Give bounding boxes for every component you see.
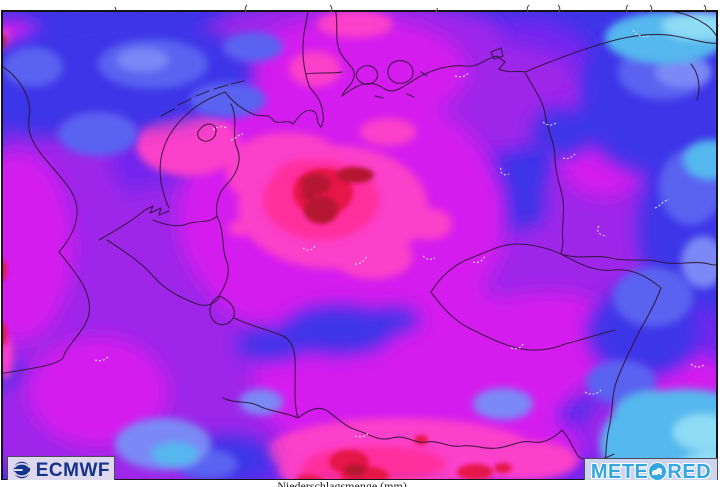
country-borders <box>3 12 716 475</box>
meteored-logo-text: METE RED <box>591 462 711 482</box>
map-frame <box>1 10 718 481</box>
meteored-cloud-o-icon <box>649 462 667 480</box>
bottom-caption-strip: Niederschlagsmenge (mm) <box>0 480 720 487</box>
cyan-patch-layer <box>151 12 716 479</box>
ecmwf-logo-text: ECMWF <box>35 459 110 481</box>
meteored-text-suffix: RED <box>667 460 712 483</box>
meteored-text-prefix: METE <box>590 460 649 483</box>
white-contour-fragments <box>94 29 706 471</box>
map-caption: Niederschlagsmenge (mm) <box>277 480 407 487</box>
dark-red-maxima-layer <box>301 167 374 476</box>
cropped-top-caption <box>0 0 720 13</box>
precipitation-map <box>3 12 716 479</box>
ecmwf-logo: ECMWF <box>7 456 115 484</box>
top-caption-fragments <box>114 4 707 13</box>
caption-fragment-marks <box>114 4 707 13</box>
ecmwf-globe-icon <box>13 461 31 479</box>
